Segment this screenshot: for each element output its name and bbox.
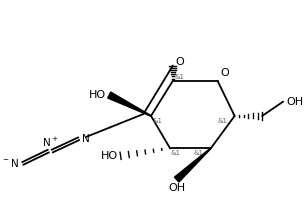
Polygon shape (108, 92, 151, 116)
Text: &1: &1 (217, 118, 227, 124)
Text: $^-$N: $^-$N (1, 157, 19, 169)
Text: &1: &1 (171, 150, 181, 156)
Text: N: N (82, 134, 89, 144)
Text: HO: HO (89, 90, 106, 100)
Polygon shape (174, 148, 211, 182)
Text: &1: &1 (153, 118, 163, 124)
Text: OH: OH (286, 97, 303, 107)
Text: O: O (176, 57, 185, 67)
Text: HO: HO (101, 151, 118, 161)
Text: &1: &1 (193, 150, 203, 156)
Text: O: O (221, 68, 229, 78)
Text: OH: OH (168, 183, 185, 193)
Text: &1: &1 (175, 74, 185, 80)
Text: N$^+$: N$^+$ (42, 136, 59, 149)
